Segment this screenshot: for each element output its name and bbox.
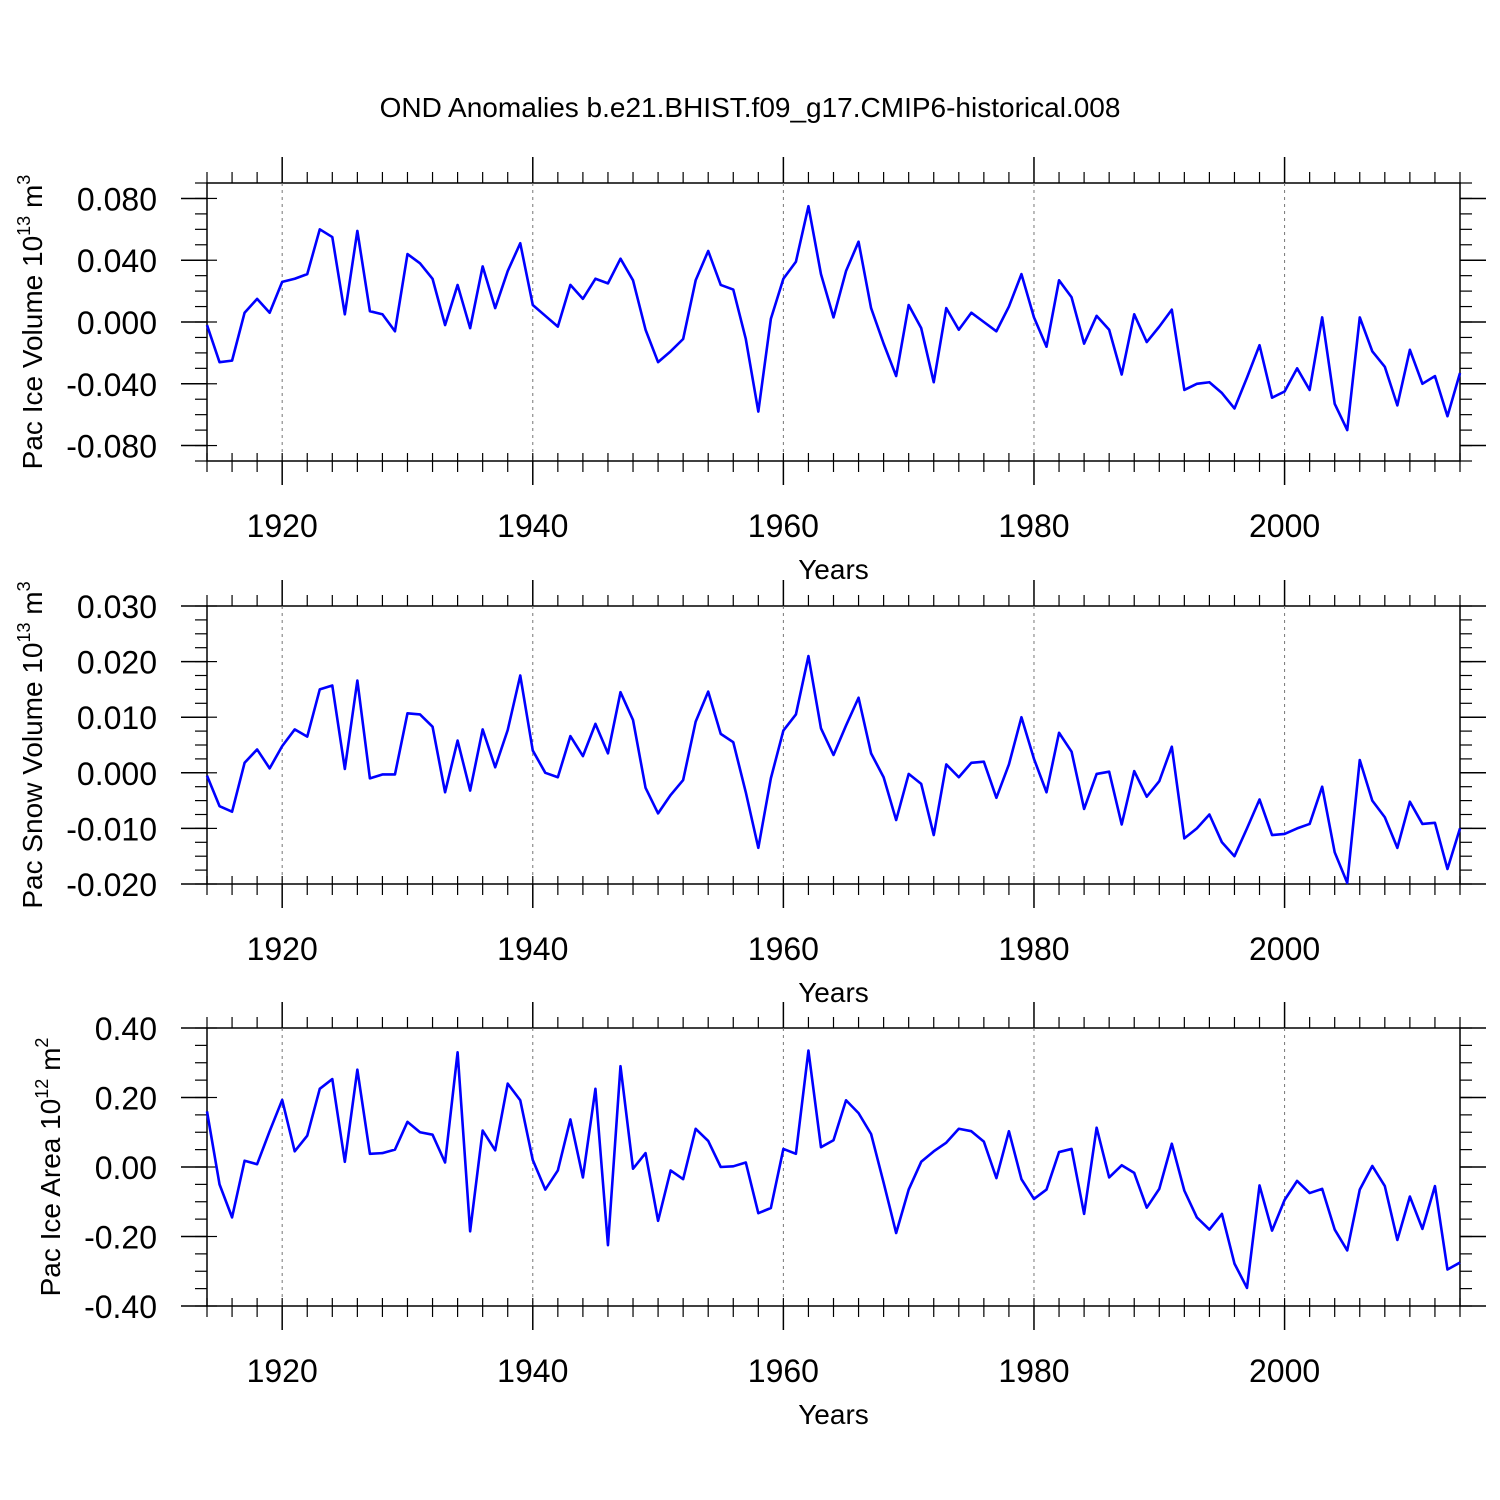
snow-volume-y-tick-label: 0.000: [77, 756, 157, 792]
ice-area-x-tick-label: 1940: [497, 1353, 568, 1389]
ice-volume-x-tick-label: 1960: [748, 508, 819, 544]
ice-volume-x-tick-label: 1940: [497, 508, 568, 544]
snow-volume-x-tick-label: 1940: [497, 931, 568, 967]
snow-volume-panel: 1920 1940 1960 1980 2000 0.030 0.020 0.010 0.000…: [14, 580, 1486, 1008]
snow-volume-series-line: [205, 654, 1462, 885]
page-title: OND Anomalies b.e21.BHIST.f09_g17.CMIP6-…: [379, 92, 1121, 123]
ice-volume-series-line: [205, 204, 1462, 432]
snow-volume-y-tick-label: -0.010: [66, 811, 157, 847]
ice-volume-y-tick-label: 0.080: [77, 181, 157, 217]
snow-volume-x-tick-label: 1980: [998, 931, 1069, 967]
ice-area-y-tick-label: 0.40: [95, 1011, 157, 1047]
snow-volume-x-axis-title: Years: [798, 977, 869, 1008]
snow-volume-plot-frame: [206, 605, 1461, 885]
ice-area-y-tick-label: -0.40: [84, 1289, 157, 1325]
ice-area-x-tick-label: 1960: [748, 1353, 819, 1389]
ice-volume-y-axis-title: Pac Ice Volume 1013 m3: [14, 175, 48, 470]
ice-volume-x-tick-label: 1980: [998, 508, 1069, 544]
ice-volume-y-tick-label: 0.000: [77, 305, 157, 341]
snow-volume-y-tick-label: 0.010: [77, 700, 157, 736]
snow-volume-y-tick-label: -0.020: [66, 867, 157, 903]
ice-area-x-tick-label: 1920: [247, 1353, 318, 1389]
ice-area-x-tick-label: 1980: [998, 1353, 1069, 1389]
snow-volume-y-tick-label: 0.030: [77, 589, 157, 625]
ice-volume-y-tick-label: 0.040: [77, 243, 157, 279]
ice-area-y-axis-title: Pac Ice Area 1012 m2: [32, 1038, 66, 1297]
ice-volume-x-tick-label: 2000: [1249, 508, 1320, 544]
ice-area-y-tick-label: -0.20: [84, 1220, 157, 1256]
snow-volume-y-tick-label: 0.020: [77, 645, 157, 681]
snow-volume-y-axis-title: Pac Snow Volume 1013 m3: [14, 581, 48, 908]
ice-area-x-tick-label: 2000: [1249, 1353, 1320, 1389]
ice-area-y-tick-label: 0.00: [95, 1150, 157, 1186]
snow-volume-x-tick-label: 1960: [748, 931, 819, 967]
ice-volume-y-tick-label: -0.080: [66, 429, 157, 465]
ice-volume-x-axis-title: Years: [798, 554, 869, 585]
ice-volume-plot-frame: [206, 182, 1461, 462]
ice-volume-y-tick-label: -0.040: [66, 367, 157, 403]
ice-volume-x-tick-label: 1920: [247, 508, 318, 544]
ice-volume-panel: 1920 1940 1960 1980 2000 0.080 0.040 0.000 -0.04…: [14, 157, 1486, 585]
ice-area-panel: 1920 1940 1960 1980 2000 0.40 0.20 0.00 -0.20 -0.…: [32, 1002, 1486, 1430]
ice-area-y-tick-label: 0.20: [95, 1081, 157, 1117]
snow-volume-x-tick-label: 2000: [1249, 931, 1320, 967]
ice-area-x-axis-title: Years: [798, 1399, 869, 1430]
ice-area-plot-frame: [206, 1027, 1461, 1307]
ice-area-series-line: [205, 1049, 1461, 1290]
snow-volume-x-tick-label: 1920: [247, 931, 318, 967]
